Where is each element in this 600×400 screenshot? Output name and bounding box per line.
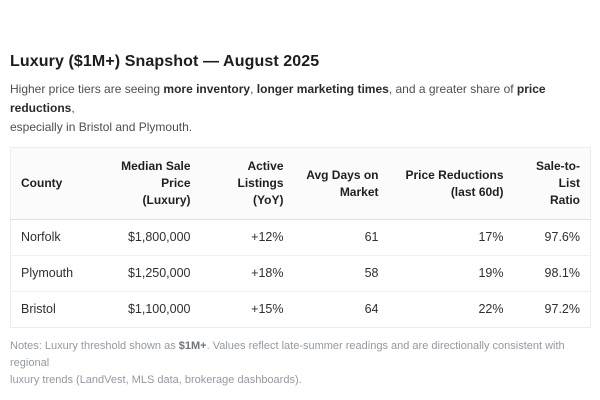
cell-median-sale-price: $1,100,000 [102, 291, 201, 328]
table-row-plymouth: Plymouth $1,250,000 +18% 58 19% 98.1% [10, 255, 591, 292]
subtitle-bold-price-reductions: price reductions [10, 82, 546, 115]
cell-price-reductions: 17% [478, 230, 504, 244]
cell-median-sale-price: $1,800,000 [127, 230, 191, 244]
subtitle-text: , [250, 82, 257, 96]
subtitle-text: Higher price tiers are seeing [10, 82, 164, 96]
cell-county: Bristol [10, 291, 103, 328]
subtitle-bold-marketing-times: longer marketing times [256, 82, 389, 96]
header-line: Sale-to-List [535, 159, 580, 190]
cell-price-reductions: 22% [388, 291, 514, 328]
cell-avg-days-on-market: 64 [293, 291, 389, 328]
header-line: County [21, 176, 63, 190]
subtitle-text: , [71, 101, 75, 115]
footnote-text: . Values reflect late-summer readings an… [10, 340, 565, 369]
header-line: Ratio [550, 193, 580, 207]
footnote-text-line2: luxury trends (LandVest, MLS data, broke… [10, 374, 302, 386]
footnote-text: Notes: Luxury threshold shown as [10, 340, 179, 352]
header-line: Median Sale Price [121, 159, 191, 190]
column-header-price-reductions: Price Reductions (last 60d) [388, 147, 514, 220]
snapshot-table: County Median Sale Price (Luxury) Active L… [10, 147, 591, 328]
header-line: Listings (YoY) [237, 176, 284, 207]
cell-sale-to-list-ratio: 97.6% [544, 230, 580, 244]
column-header-sale-to-list-ratio: Sale-to-List Ratio [513, 147, 591, 220]
cell-county: Norfolk [21, 230, 61, 244]
footnote-bold-threshold: $1M+ [178, 340, 207, 352]
header-line: Market [339, 184, 379, 199]
cell-avg-days-on-market: 58 [293, 255, 389, 292]
header-line: (last 60d) [450, 184, 504, 199]
subtitle-bold-inventory: more inventory [163, 82, 251, 96]
subtitle-text-line2: especially in Bristol and Plymouth. [10, 120, 193, 134]
cell-median-sale-price: $1,250,000 [102, 255, 201, 292]
header-line: Avg Days on [306, 167, 379, 182]
page-title: Luxury ($1M+) Snapshot — August 2025 [10, 53, 320, 70]
cell-sale-to-list-ratio: 98.1% [513, 255, 591, 292]
cell-price-reductions: 19% [388, 255, 514, 292]
table-row-norfolk: Norfolk $1,800,000 +12% 61 17% 97.6% [11, 220, 591, 256]
header-line: (Luxury) [142, 193, 191, 207]
column-header-county: County [10, 147, 103, 220]
table-row-bristol: Bristol $1,100,000 +15% 64 22% 97.2% [10, 291, 591, 328]
cell-avg-days-on-market: 61 [364, 230, 379, 244]
cell-sale-to-list-ratio: 97.2% [513, 291, 591, 328]
report-page: Luxury ($1M+) Snapshot — August 2025 Hig… [10, 53, 591, 389]
cell-active-listings-yoy: +12% [251, 230, 284, 244]
cell-active-listings-yoy: +15% [200, 291, 294, 328]
column-header-avg-days-on-market: Avg Days on Market [293, 147, 389, 220]
table-header-row: County Median Sale Price (Luxury) Active L… [10, 147, 591, 220]
subtitle-text: , and a greater share of [388, 82, 517, 96]
cell-county: Plymouth [10, 255, 103, 292]
column-header-median-sale-price: Median Sale Price (Luxury) [102, 147, 201, 220]
column-header-active-listings: Active Listings (YoY) [200, 147, 294, 220]
footnote: Notes: Luxury threshold shown as $1M+. V… [10, 338, 590, 389]
header-line: Price Reductions [405, 167, 504, 182]
subtitle: Higher price tiers are seeing more inven… [10, 80, 590, 137]
header-line: Active [247, 159, 284, 173]
cell-active-listings-yoy: +18% [200, 255, 294, 292]
